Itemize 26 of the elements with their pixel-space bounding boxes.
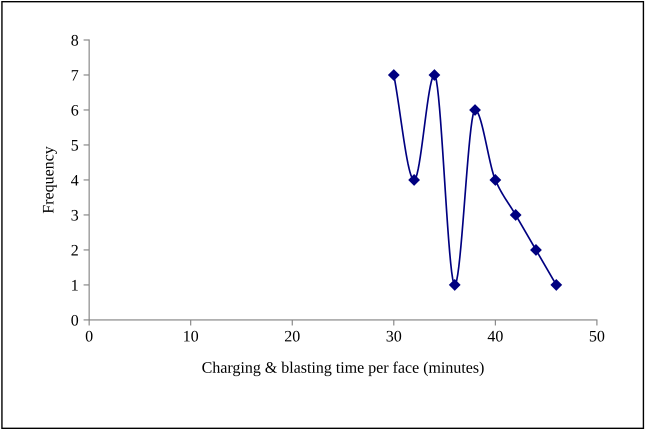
point <box>510 209 522 221</box>
y-axis-title: Frequency <box>42 146 57 214</box>
x-tick-label: 40 <box>488 330 503 342</box>
y-tick-label: 4 <box>71 174 78 186</box>
y-tick-label: 7 <box>72 70 78 81</box>
point <box>449 279 460 291</box>
y-tick-label: 8 <box>71 34 78 46</box>
x-tick-label: 0 <box>86 330 93 342</box>
y-tick-label: 6 <box>71 104 78 116</box>
point <box>490 174 501 186</box>
point <box>530 244 542 256</box>
y-tick-label: 5 <box>72 140 78 151</box>
point <box>550 279 562 291</box>
point <box>469 104 481 116</box>
y-tick-label: 0 <box>71 314 78 326</box>
x-axis-title: Charging & blasting time per face (minutes) <box>202 361 484 376</box>
x-tick-label: 10 <box>184 330 198 342</box>
point <box>408 174 420 186</box>
y-tick-label: 1 <box>72 280 78 290</box>
y-tick-label: 3 <box>72 210 78 221</box>
x-tick-label: 20 <box>284 330 300 342</box>
x-tick-label: 30 <box>386 330 402 342</box>
point <box>388 69 400 81</box>
x-tick-label: 50 <box>590 330 604 342</box>
y-tick-label: 2 <box>71 244 78 256</box>
point <box>428 69 440 81</box>
